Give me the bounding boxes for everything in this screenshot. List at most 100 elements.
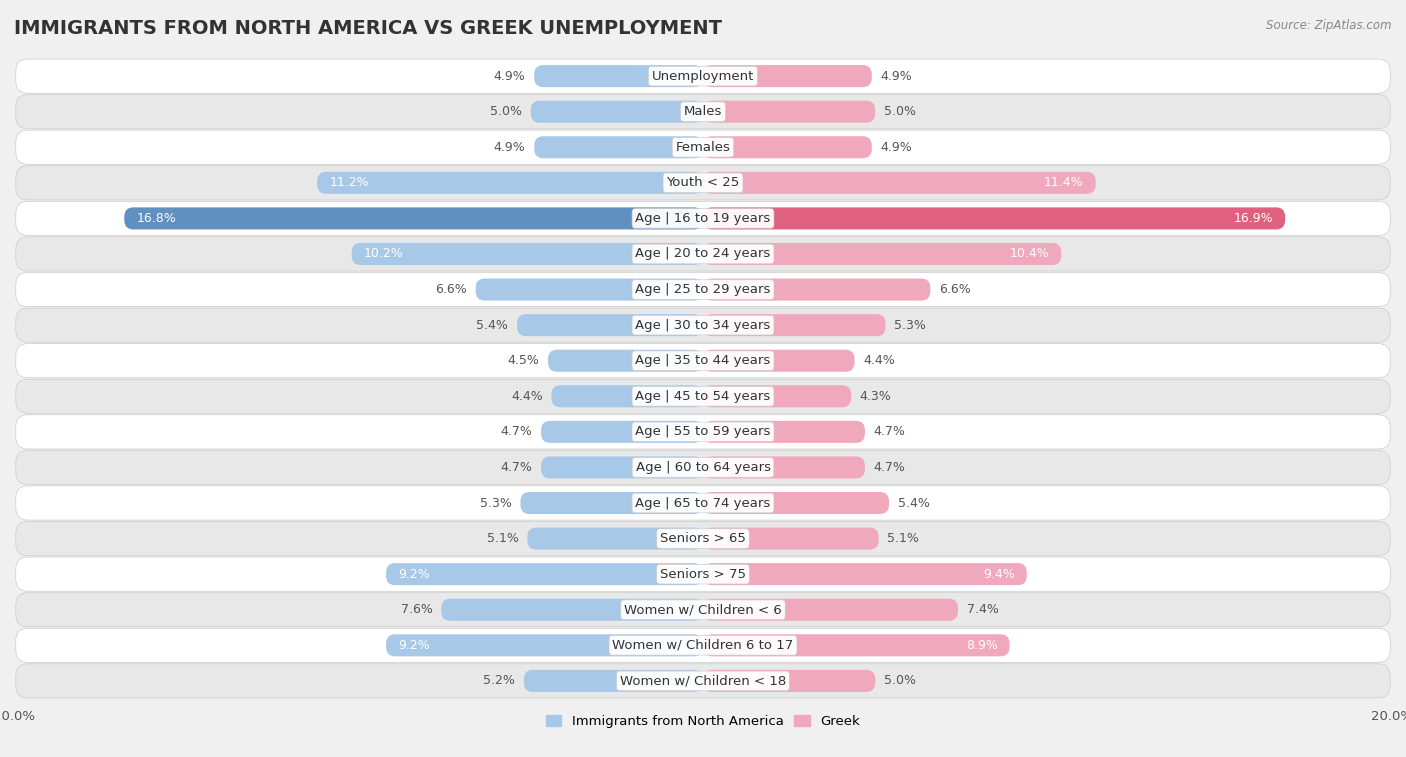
Text: 6.6%: 6.6%: [436, 283, 467, 296]
FancyBboxPatch shape: [15, 450, 1391, 484]
Text: 4.7%: 4.7%: [501, 461, 533, 474]
Text: 4.7%: 4.7%: [873, 425, 905, 438]
Text: Unemployment: Unemployment: [652, 70, 754, 83]
Text: Age | 65 to 74 years: Age | 65 to 74 years: [636, 497, 770, 509]
FancyBboxPatch shape: [520, 492, 703, 514]
Text: IMMIGRANTS FROM NORTH AMERICA VS GREEK UNEMPLOYMENT: IMMIGRANTS FROM NORTH AMERICA VS GREEK U…: [14, 19, 723, 38]
Text: 9.4%: 9.4%: [983, 568, 1015, 581]
FancyBboxPatch shape: [531, 101, 703, 123]
Text: 4.7%: 4.7%: [873, 461, 905, 474]
Text: Women w/ Children < 18: Women w/ Children < 18: [620, 674, 786, 687]
Text: Women w/ Children 6 to 17: Women w/ Children 6 to 17: [613, 639, 793, 652]
Text: Age | 16 to 19 years: Age | 16 to 19 years: [636, 212, 770, 225]
FancyBboxPatch shape: [15, 166, 1391, 200]
Text: Males: Males: [683, 105, 723, 118]
Text: Age | 35 to 44 years: Age | 35 to 44 years: [636, 354, 770, 367]
Text: 4.3%: 4.3%: [859, 390, 891, 403]
Text: 5.4%: 5.4%: [897, 497, 929, 509]
Text: 5.1%: 5.1%: [887, 532, 920, 545]
Text: Age | 25 to 29 years: Age | 25 to 29 years: [636, 283, 770, 296]
FancyBboxPatch shape: [703, 207, 1285, 229]
FancyBboxPatch shape: [475, 279, 703, 301]
FancyBboxPatch shape: [703, 65, 872, 87]
Text: Seniors > 75: Seniors > 75: [659, 568, 747, 581]
Text: 5.0%: 5.0%: [491, 105, 522, 118]
FancyBboxPatch shape: [703, 634, 1010, 656]
FancyBboxPatch shape: [15, 557, 1391, 591]
Text: 10.4%: 10.4%: [1010, 248, 1049, 260]
FancyBboxPatch shape: [551, 385, 703, 407]
Text: 5.0%: 5.0%: [884, 105, 915, 118]
Text: 4.9%: 4.9%: [880, 141, 912, 154]
Text: 5.1%: 5.1%: [486, 532, 519, 545]
FancyBboxPatch shape: [352, 243, 703, 265]
FancyBboxPatch shape: [703, 528, 879, 550]
FancyBboxPatch shape: [534, 65, 703, 87]
Text: 10.2%: 10.2%: [364, 248, 404, 260]
Text: 11.4%: 11.4%: [1045, 176, 1084, 189]
FancyBboxPatch shape: [15, 273, 1391, 307]
Text: 6.6%: 6.6%: [939, 283, 970, 296]
Text: Age | 45 to 54 years: Age | 45 to 54 years: [636, 390, 770, 403]
FancyBboxPatch shape: [15, 486, 1391, 520]
Text: Age | 60 to 64 years: Age | 60 to 64 years: [636, 461, 770, 474]
FancyBboxPatch shape: [15, 379, 1391, 413]
Text: 4.4%: 4.4%: [863, 354, 896, 367]
Text: Females: Females: [675, 141, 731, 154]
FancyBboxPatch shape: [387, 634, 703, 656]
FancyBboxPatch shape: [441, 599, 703, 621]
FancyBboxPatch shape: [15, 130, 1391, 164]
FancyBboxPatch shape: [318, 172, 703, 194]
FancyBboxPatch shape: [15, 628, 1391, 662]
FancyBboxPatch shape: [524, 670, 703, 692]
FancyBboxPatch shape: [124, 207, 703, 229]
Text: 16.8%: 16.8%: [136, 212, 176, 225]
FancyBboxPatch shape: [703, 350, 855, 372]
Text: Youth < 25: Youth < 25: [666, 176, 740, 189]
FancyBboxPatch shape: [548, 350, 703, 372]
Text: 16.9%: 16.9%: [1233, 212, 1272, 225]
FancyBboxPatch shape: [15, 664, 1391, 698]
Text: 9.2%: 9.2%: [398, 568, 430, 581]
Text: Age | 30 to 34 years: Age | 30 to 34 years: [636, 319, 770, 332]
Text: 4.9%: 4.9%: [880, 70, 912, 83]
FancyBboxPatch shape: [703, 421, 865, 443]
FancyBboxPatch shape: [15, 415, 1391, 449]
FancyBboxPatch shape: [387, 563, 703, 585]
FancyBboxPatch shape: [517, 314, 703, 336]
Text: 4.9%: 4.9%: [494, 70, 526, 83]
Text: 8.9%: 8.9%: [966, 639, 997, 652]
Text: 5.4%: 5.4%: [477, 319, 509, 332]
Text: 4.7%: 4.7%: [501, 425, 533, 438]
FancyBboxPatch shape: [15, 522, 1391, 556]
Text: 11.2%: 11.2%: [329, 176, 368, 189]
Text: 7.6%: 7.6%: [401, 603, 433, 616]
FancyBboxPatch shape: [15, 308, 1391, 342]
FancyBboxPatch shape: [527, 528, 703, 550]
FancyBboxPatch shape: [703, 670, 875, 692]
FancyBboxPatch shape: [15, 59, 1391, 93]
Text: 4.9%: 4.9%: [494, 141, 526, 154]
FancyBboxPatch shape: [703, 243, 1062, 265]
FancyBboxPatch shape: [703, 492, 889, 514]
Text: Women w/ Children < 6: Women w/ Children < 6: [624, 603, 782, 616]
FancyBboxPatch shape: [703, 563, 1026, 585]
Text: 5.3%: 5.3%: [479, 497, 512, 509]
FancyBboxPatch shape: [703, 101, 875, 123]
Text: 5.0%: 5.0%: [884, 674, 915, 687]
FancyBboxPatch shape: [703, 456, 865, 478]
FancyBboxPatch shape: [703, 599, 957, 621]
FancyBboxPatch shape: [15, 95, 1391, 129]
Legend: Immigrants from North America, Greek: Immigrants from North America, Greek: [540, 709, 866, 734]
FancyBboxPatch shape: [541, 456, 703, 478]
FancyBboxPatch shape: [15, 237, 1391, 271]
Text: 4.4%: 4.4%: [510, 390, 543, 403]
Text: 4.5%: 4.5%: [508, 354, 540, 367]
FancyBboxPatch shape: [541, 421, 703, 443]
Text: 5.3%: 5.3%: [894, 319, 927, 332]
Text: 7.4%: 7.4%: [966, 603, 998, 616]
FancyBboxPatch shape: [703, 136, 872, 158]
Text: Age | 20 to 24 years: Age | 20 to 24 years: [636, 248, 770, 260]
FancyBboxPatch shape: [703, 314, 886, 336]
Text: Seniors > 65: Seniors > 65: [659, 532, 747, 545]
